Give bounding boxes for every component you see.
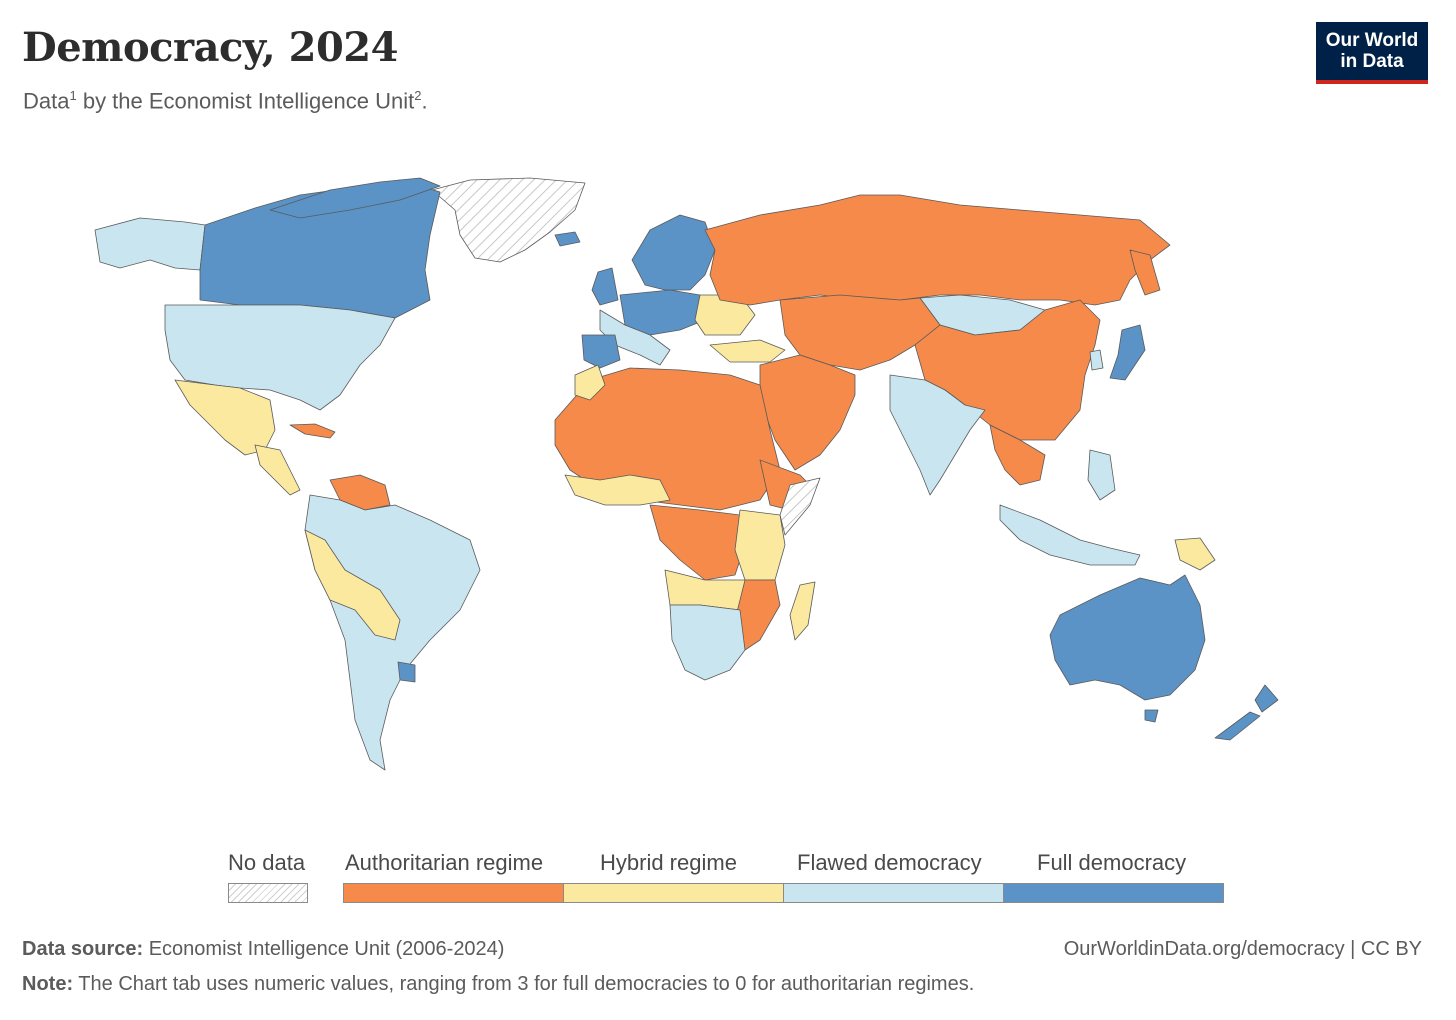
region-central-asia[interactable] — [779, 294, 941, 371]
world-map — [94, 177, 1279, 771]
region-iceland[interactable] — [554, 231, 581, 247]
footnote-link-2[interactable]: 2 — [414, 88, 422, 103]
region-west-africa[interactable] — [564, 474, 671, 506]
region-india[interactable] — [889, 374, 986, 496]
region-cuba[interactable] — [289, 423, 336, 439]
legend-swatch-authoritarian[interactable] — [343, 883, 564, 903]
region-scandinavia[interactable] — [631, 214, 716, 291]
region-australia[interactable] — [1049, 574, 1206, 701]
region-kamchatka[interactable] — [1129, 249, 1161, 296]
region-iberia[interactable] — [581, 334, 621, 369]
owid-logo[interactable]: Our World in Data — [1316, 22, 1428, 84]
legend-label-flawed: Flawed democracy — [797, 850, 982, 875]
region-alaska[interactable] — [94, 217, 206, 271]
region-canada-islands[interactable] — [269, 177, 441, 219]
chart-title: Democracy, 2024 — [22, 24, 398, 71]
region-indonesia[interactable] — [999, 504, 1141, 566]
region-central-america[interactable] — [254, 444, 301, 496]
legend-label-hybrid: Hybrid regime — [600, 850, 737, 875]
legend-swatch-hybrid[interactable] — [563, 883, 784, 903]
region-uk[interactable] — [591, 267, 619, 306]
region-arabia[interactable] — [759, 354, 856, 471]
region-madagascar[interactable] — [789, 581, 816, 641]
legend-swatch-flawed[interactable] — [783, 883, 1004, 903]
region-south-africa[interactable] — [669, 604, 746, 681]
region-tasmania[interactable] — [1144, 709, 1159, 723]
region-andes-hybrid[interactable] — [304, 529, 401, 641]
region-russia[interactable] — [704, 194, 1171, 306]
region-png[interactable] — [1174, 537, 1216, 571]
region-central-africa[interactable] — [649, 504, 746, 581]
chart-note: Note: The Chart tab uses numeric values,… — [22, 973, 975, 995]
legend-swatch-full[interactable] — [1003, 883, 1224, 903]
region-new-zealand[interactable] — [1254, 684, 1279, 713]
region-japan[interactable] — [1109, 324, 1146, 381]
legend-label-full: Full democracy — [1037, 850, 1187, 875]
region-south-korea[interactable] — [1089, 349, 1104, 371]
legend-label-authoritarian: Authoritarian regime — [345, 850, 544, 875]
data-source: Data source: Economist Intelligence Unit… — [22, 938, 505, 960]
footnote-link-1[interactable]: 1 — [69, 88, 77, 103]
region-uruguay[interactable] — [397, 661, 416, 683]
legend-no-data-swatch[interactable] — [228, 883, 308, 903]
legend-no-data-label: No data — [228, 850, 306, 875]
region-southeast-asia[interactable] — [989, 424, 1046, 486]
region-turkey[interactable] — [709, 339, 786, 363]
region-morocco[interactable] — [574, 364, 606, 401]
source-url-link[interactable]: OurWorldinData.org/democracy | CC BY — [1063, 938, 1422, 960]
region-east-africa[interactable] — [734, 509, 786, 581]
region-mexico[interactable] — [174, 379, 276, 456]
region-philippines[interactable] — [1087, 449, 1116, 501]
region-somalia[interactable] — [779, 477, 821, 536]
region-new-zealand-south[interactable] — [1214, 711, 1261, 741]
region-usa[interactable] — [164, 304, 396, 411]
region-greenland[interactable] — [431, 177, 586, 263]
chart-subtitle: Data1 by the Economist Intelligence Unit… — [23, 88, 428, 114]
